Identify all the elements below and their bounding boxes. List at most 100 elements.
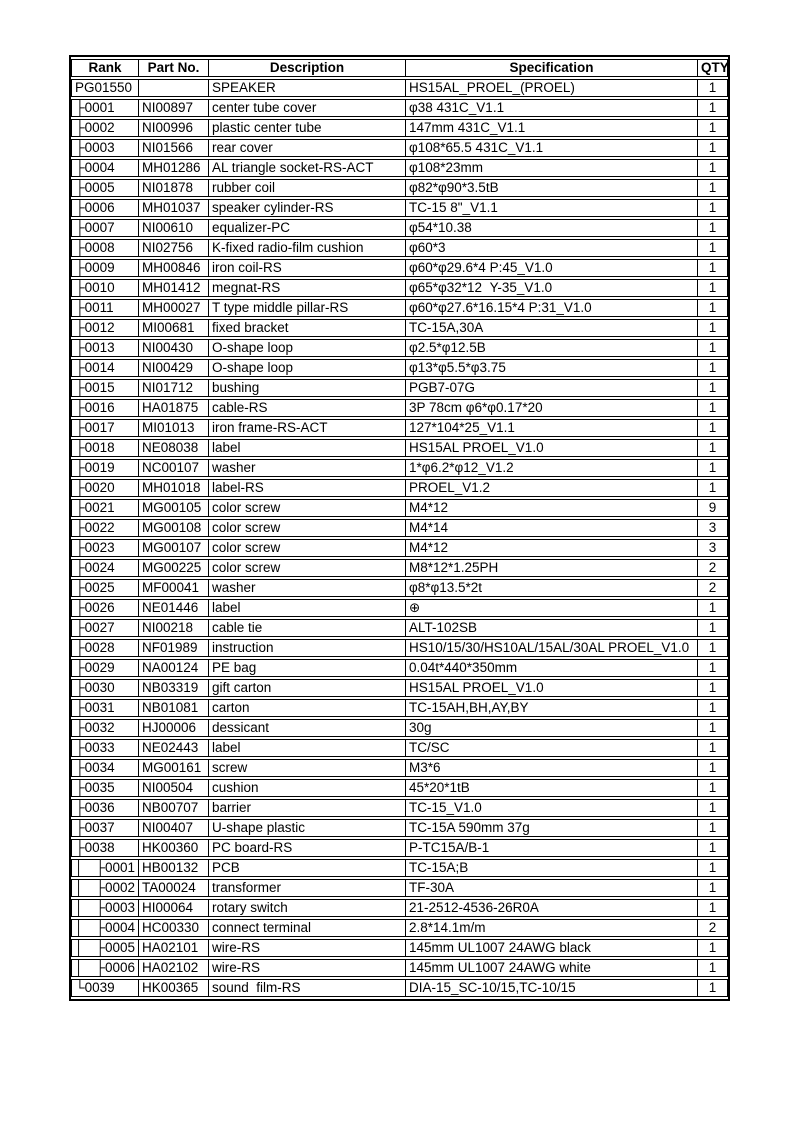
table-row: ├0029 NA00124 PE bag 0.04t*440*350mm 1 bbox=[71, 659, 728, 677]
rank-cell: │ ├0005 bbox=[71, 939, 139, 957]
qty-cell: 1 bbox=[698, 79, 728, 97]
description-cell: T type middle pillar-RS bbox=[209, 299, 406, 317]
rank-label: ├0015 bbox=[75, 380, 115, 395]
qty-cell: 1 bbox=[698, 879, 728, 897]
part-no-cell: MH01037 bbox=[139, 199, 209, 217]
rank-label: ├0035 bbox=[75, 780, 115, 795]
specification-cell: 147mm 431C_V1.1 bbox=[406, 119, 698, 137]
description-cell: screw bbox=[209, 759, 406, 777]
rank-cell: ├0035 bbox=[71, 779, 139, 797]
table-row: ├0014 NI00429 O-shape loop φ13*φ5.5*φ3.75 1 bbox=[71, 359, 728, 377]
tree-branch-prefix: │ bbox=[75, 920, 84, 935]
description-cell: U-shape plastic bbox=[209, 819, 406, 837]
specification-cell: 145mm UL1007 24AWG black bbox=[406, 939, 698, 957]
rank-label: ├0027 bbox=[75, 620, 115, 635]
qty-cell: 1 bbox=[698, 779, 728, 797]
rank-cell: ├0029 bbox=[71, 659, 139, 677]
part-no-cell: MG00105 bbox=[139, 499, 209, 517]
rank-cell: ├0014 bbox=[71, 359, 139, 377]
description-cell: O-shape loop bbox=[209, 359, 406, 377]
rank-label: ├0019 bbox=[75, 460, 115, 475]
specification-cell: DIA-15_SC-10/15,TC-10/15 bbox=[406, 979, 698, 997]
table-row: ├0003 NI01566 rear cover φ108*65.5 431C_V1.… bbox=[71, 139, 728, 157]
specification-cell: 3P 78cm φ6*φ0.17*20 bbox=[406, 399, 698, 417]
rank-label: ├0004 bbox=[75, 160, 115, 175]
description-cell: dessicant bbox=[209, 719, 406, 737]
description-cell: wire-RS bbox=[209, 959, 406, 977]
specification-cell: ALT-102SB bbox=[406, 619, 698, 637]
rank-cell: ├0015 bbox=[71, 379, 139, 397]
table-row: ├0021 MG00105 color screw M4*12 9 bbox=[71, 499, 728, 517]
description-cell: equalizer-PC bbox=[209, 219, 406, 237]
rank-cell: ├0017 bbox=[71, 419, 139, 437]
part-no-cell: NI00504 bbox=[139, 779, 209, 797]
qty-cell: 1 bbox=[698, 319, 728, 337]
qty-cell: 1 bbox=[698, 139, 728, 157]
table-row: ├0026 NE01446 label ⊕ 1 bbox=[71, 599, 728, 617]
part-no-cell: HA02102 bbox=[139, 959, 209, 977]
tree-branch-prefix: │ bbox=[75, 860, 84, 875]
rank-label: ├0033 bbox=[75, 740, 115, 755]
rank-cell: ├0031 bbox=[71, 699, 139, 717]
description-cell: speaker cylinder-RS bbox=[209, 199, 406, 217]
table-row: ├0025 MF00041 washer φ8*φ13.5*2t 2 bbox=[71, 579, 728, 597]
table-row: ├0035 NI00504 cushion 45*20*1tB 1 bbox=[71, 779, 728, 797]
rank-label: ├0007 bbox=[75, 220, 115, 235]
rank-cell: ├0016 bbox=[71, 399, 139, 417]
rank-cell: ├0028 bbox=[71, 639, 139, 657]
specification-cell: φ60*φ27.6*16.15*4 P:31_V1.0 bbox=[406, 299, 698, 317]
qty-cell: 1 bbox=[698, 839, 728, 857]
table-row: ├0002 NI00996 plastic center tube 147mm 431… bbox=[71, 119, 728, 137]
rank-label: ├0011 bbox=[75, 300, 114, 315]
description-cell: cable tie bbox=[209, 619, 406, 637]
description-cell: iron frame-RS-ACT bbox=[209, 419, 406, 437]
rank-label: ├0032 bbox=[75, 720, 115, 735]
qty-cell: 1 bbox=[698, 159, 728, 177]
rank-cell: PG01550 bbox=[71, 79, 139, 97]
rank-cell: ├0038 bbox=[71, 839, 139, 857]
qty-cell: 1 bbox=[698, 359, 728, 377]
part-no-cell: NB01081 bbox=[139, 699, 209, 717]
table-row: │ ├0001 HB00132 PCB TC-15A;B 1 bbox=[71, 859, 728, 877]
rank-label: ├0020 bbox=[75, 480, 115, 495]
rank-cell: └0039 bbox=[71, 979, 139, 997]
part-no-cell: NI00610 bbox=[139, 219, 209, 237]
rank-label: ├0012 bbox=[75, 320, 115, 335]
rank-cell: ├0023 bbox=[71, 539, 139, 557]
qty-cell: 1 bbox=[698, 379, 728, 397]
specification-cell: 30g bbox=[406, 719, 698, 737]
qty-cell: 2 bbox=[698, 579, 728, 597]
specification-cell: ⊕ bbox=[406, 599, 698, 617]
rank-label: ├0003 bbox=[75, 140, 115, 155]
rank-cell: │ ├0001 bbox=[71, 859, 139, 877]
specification-cell: M8*12*1.25PH bbox=[406, 559, 698, 577]
qty-cell: 1 bbox=[698, 739, 728, 757]
rank-cell: ├0008 bbox=[71, 239, 139, 257]
qty-cell: 1 bbox=[698, 819, 728, 837]
specification-cell: P-TC15A/B-1 bbox=[406, 839, 698, 857]
qty-cell: 1 bbox=[698, 399, 728, 417]
description-cell: plastic center tube bbox=[209, 119, 406, 137]
description-cell: PC board-RS bbox=[209, 839, 406, 857]
col-header-description: Description bbox=[209, 59, 406, 77]
rank-label: ├0031 bbox=[75, 700, 115, 715]
rank-label: ├0006 bbox=[75, 200, 115, 215]
qty-cell: 3 bbox=[698, 539, 728, 557]
table-row: ├0006 MH01037 speaker cylinder-RS TC-15 8"_… bbox=[71, 199, 728, 217]
description-cell: iron coil-RS bbox=[209, 259, 406, 277]
table-row: ├0037 NI00407 U-shape plastic TC-15A 590mm … bbox=[71, 819, 728, 837]
description-cell: fixed bracket bbox=[209, 319, 406, 337]
table-row: │ ├0005 HA02101 wire-RS 145mm UL1007 24AWG b… bbox=[71, 939, 728, 957]
qty-cell: 9 bbox=[698, 499, 728, 517]
table-row: ├0007 NI00610 equalizer-PC φ54*10.38 1 bbox=[71, 219, 728, 237]
description-cell: color screw bbox=[209, 539, 406, 557]
rank-label: ├0038 bbox=[75, 840, 115, 855]
specification-cell: TC-15A,30A bbox=[406, 319, 698, 337]
description-cell: rotary switch bbox=[209, 899, 406, 917]
part-no-cell: HK00360 bbox=[139, 839, 209, 857]
table-row: ├0038 HK00360 PC board-RS P-TC15A/B-1 1 bbox=[71, 839, 728, 857]
rank-cell: ├0027 bbox=[71, 619, 139, 637]
rank-cell: ├0013 bbox=[71, 339, 139, 357]
specification-cell: φ8*φ13.5*2t bbox=[406, 579, 698, 597]
part-no-cell: MG00161 bbox=[139, 759, 209, 777]
